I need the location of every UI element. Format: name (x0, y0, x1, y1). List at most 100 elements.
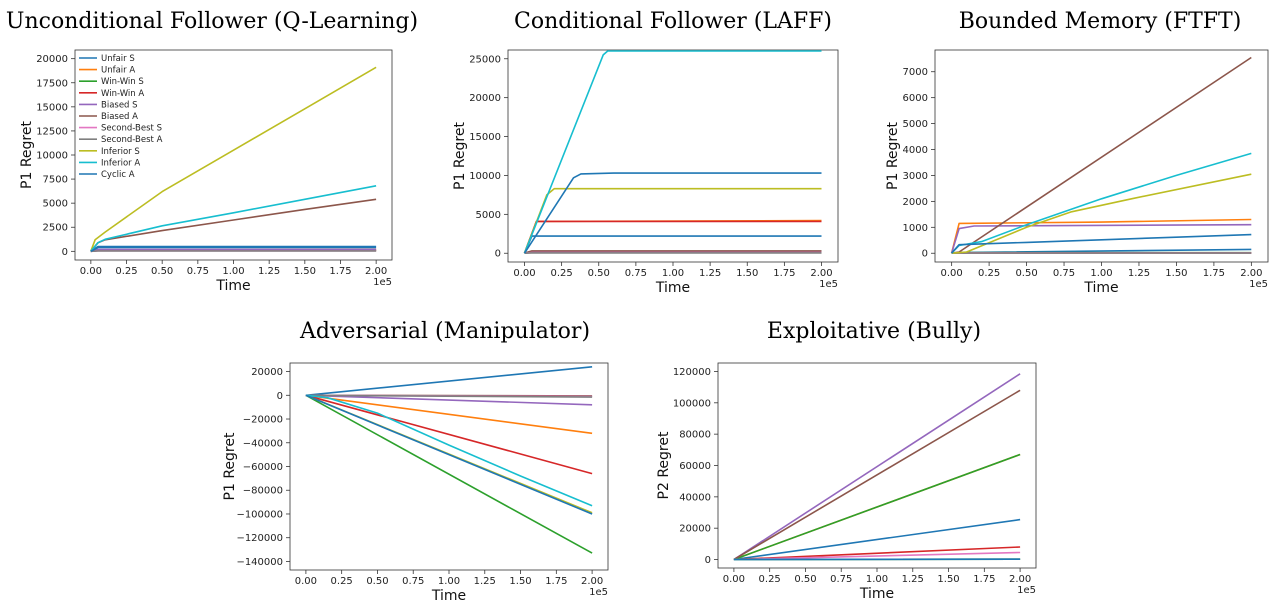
x-multiplier-label: 1e5 (1249, 279, 1268, 290)
x-tick-label: 1.50 (1165, 268, 1187, 279)
series-line-biased-s (733, 373, 1021, 561)
y-tick-label: 15000 (36, 102, 68, 113)
x-tick-label: 1.25 (474, 576, 496, 587)
x-tick-label: 1.75 (545, 576, 567, 587)
x-axis-label: Time (655, 280, 690, 296)
y-tick-label: 120000 (673, 367, 711, 378)
y-tick-label: 17500 (36, 78, 68, 89)
y-tick-label: 20000 (251, 367, 283, 378)
y-tick-label: 2500 (43, 223, 68, 234)
x-tick-label: 1.25 (699, 268, 721, 279)
y-tick-label: 0 (922, 249, 928, 260)
x-tick-label: 1.75 (1203, 268, 1225, 279)
x-tick-label: 1.75 (329, 266, 351, 277)
y-tick-label: 0 (495, 249, 501, 260)
chart-title: Unconditional Follower (Q-Learning) (6, 9, 418, 34)
x-tick-label: 0.75 (625, 268, 647, 279)
x-tick-label: 0.00 (80, 266, 102, 277)
y-tick-label: 20000 (679, 524, 711, 535)
y-tick-label: 2000 (903, 197, 928, 208)
y-axis-label: P1 Regret (222, 432, 238, 500)
legend-entry-label: Biased S (101, 100, 138, 110)
x-tick-label: 0.50 (794, 574, 816, 585)
y-tick-label: 12500 (36, 126, 68, 137)
series-line-second-best-s (733, 551, 1021, 561)
series-line-win-win-a (305, 394, 593, 475)
series-line-unfair-a (305, 394, 593, 435)
y-tick-label: 0 (277, 391, 283, 402)
y-tick-label: 40000 (679, 492, 711, 503)
x-tick-label: 0.25 (759, 574, 781, 585)
y-tick-label: 10000 (469, 171, 501, 182)
x-tick-label: 0.75 (187, 266, 209, 277)
series-line-win-win-s (733, 453, 1021, 561)
series-line-inferior-a (951, 152, 1252, 254)
y-tick-label: −140000 (236, 557, 283, 568)
y-tick-label: 1000 (903, 223, 928, 234)
plot-frame (934, 49, 1269, 263)
chart-panel-4: Adversarial (Manipulator) 0.00 0.25 0.50 0.7… (222, 319, 609, 602)
x-tick-label: 1.50 (294, 266, 316, 277)
y-tick-label: 25000 (469, 54, 501, 65)
x-tick-label: 1.00 (438, 576, 460, 587)
x-tick-label: 0.75 (402, 576, 424, 587)
x-axis-label: Time (859, 586, 894, 602)
x-tick-label: 1.75 (773, 268, 795, 279)
series-line-cyclic-a (305, 394, 593, 515)
y-tick-label: −80000 (243, 486, 283, 497)
chart-panel-3: Bounded Memory (FTFT) 0.00 0.25 0.50 0.75 1.0… (885, 9, 1269, 296)
series-line-inferior-a (305, 394, 593, 507)
x-tick-label: 0.00 (513, 268, 535, 279)
y-tick-label: 6000 (903, 93, 928, 104)
y-tick-label: −20000 (243, 415, 283, 426)
series-line-second-best-a (305, 394, 593, 398)
x-tick-label: 1.75 (973, 574, 995, 585)
chart-panel-1: Unconditional Follower (Q-Learning) 0.00 0… (6, 9, 418, 294)
y-tick-label: 60000 (679, 461, 711, 472)
chart-panel-5: Exploitative (Bully) 0.00 0.25 0.50 0.75 1.00… (656, 319, 1037, 602)
x-tick-label: 0.00 (723, 574, 745, 585)
legend-entry-label: Win-Win A (101, 89, 144, 99)
x-tick-label: 0.50 (1015, 268, 1037, 279)
x-tick-label: 0.00 (295, 576, 317, 587)
x-tick-label: 2.00 (365, 266, 387, 277)
x-tick-label: 2.00 (581, 576, 603, 587)
y-tick-label: 15000 (469, 132, 501, 143)
series-line-biased-s (950, 223, 1252, 254)
y-tick-label: 7000 (903, 67, 928, 78)
y-tick-label: 10000 (36, 151, 68, 162)
y-tick-label: 20000 (36, 54, 68, 65)
y-axis-label: P1 Regret (885, 122, 901, 190)
legend-entry-label: Second-Best A (101, 135, 163, 145)
legend-entry-label: Cyclic A (101, 170, 135, 180)
x-tick-label: 2.00 (1240, 268, 1262, 279)
y-tick-label: −60000 (243, 462, 283, 473)
series-line-inferior-a (90, 185, 377, 252)
series-line-biased-s (305, 394, 593, 406)
y-tick-label: 5000 (476, 210, 501, 221)
chart-title: Conditional Follower (LAFF) (514, 9, 832, 34)
legend-entry-label: Unfair A (101, 66, 135, 76)
x-multiplier-label: 1e5 (589, 587, 608, 598)
x-tick-label: 2.00 (810, 268, 832, 279)
x-tick-label: 1.00 (1090, 268, 1112, 279)
y-tick-label: 3000 (903, 171, 928, 182)
x-tick-label: 1.00 (866, 574, 888, 585)
y-tick-label: 4000 (903, 145, 928, 156)
x-multiplier-label: 1e5 (373, 277, 392, 288)
series-line-inferior-s (951, 173, 1252, 254)
series-line-inferior-s (90, 66, 377, 252)
y-tick-label: 100000 (673, 398, 711, 409)
y-axis-label: P1 Regret (452, 122, 468, 190)
x-tick-label: 1.00 (222, 266, 244, 277)
x-tick-label: 1.50 (509, 576, 531, 587)
x-axis-label: Time (215, 278, 250, 294)
x-tick-label: 1.25 (902, 574, 924, 585)
chart-title: Bounded Memory (FTFT) (959, 9, 1242, 34)
y-tick-label: 5000 (43, 199, 68, 210)
series-line-unfair-s (305, 366, 593, 397)
y-tick-label: 80000 (679, 430, 711, 441)
x-tick-label: 0.50 (366, 576, 388, 587)
x-axis-label: Time (1083, 280, 1118, 296)
